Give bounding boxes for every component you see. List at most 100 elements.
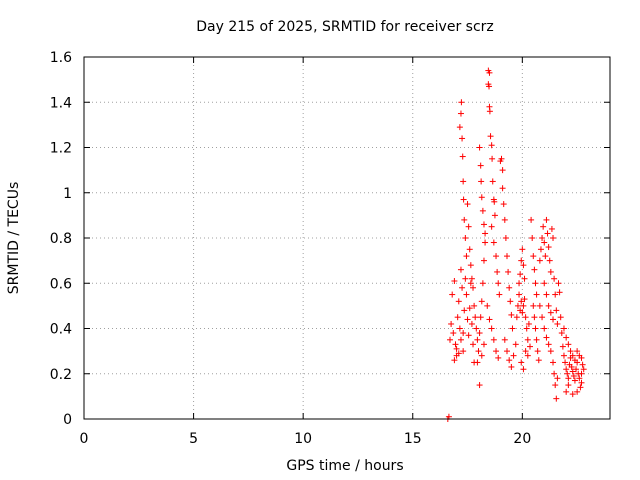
data-point bbox=[542, 253, 549, 260]
data-point bbox=[548, 225, 555, 232]
data-point bbox=[527, 343, 534, 350]
data-point bbox=[466, 246, 473, 253]
data-point bbox=[536, 302, 543, 309]
data-point bbox=[564, 370, 571, 377]
data-point bbox=[456, 124, 463, 131]
data-point bbox=[478, 352, 485, 359]
data-point bbox=[545, 244, 552, 251]
data-point bbox=[506, 357, 513, 364]
data-point bbox=[455, 350, 462, 357]
data-point bbox=[495, 280, 502, 287]
data-point bbox=[452, 341, 459, 348]
data-point bbox=[463, 253, 470, 260]
data-point bbox=[482, 239, 489, 246]
data-point bbox=[456, 325, 463, 332]
data-point bbox=[503, 348, 510, 355]
y-tick-label: 0.4 bbox=[50, 322, 72, 338]
x-tick-label: 5 bbox=[189, 431, 198, 447]
data-point bbox=[544, 230, 551, 237]
data-point bbox=[550, 316, 557, 323]
data-point bbox=[563, 334, 570, 341]
data-point bbox=[467, 280, 474, 287]
data-point bbox=[539, 314, 546, 321]
data-point bbox=[541, 280, 548, 287]
data-point bbox=[478, 178, 485, 185]
data-point bbox=[529, 235, 536, 241]
data-point bbox=[489, 155, 496, 162]
x-tick-label: 10 bbox=[294, 431, 312, 447]
data-point bbox=[524, 336, 531, 343]
data-point bbox=[507, 298, 514, 305]
data-point bbox=[466, 305, 473, 312]
data-point bbox=[472, 314, 479, 321]
data-point bbox=[460, 196, 467, 203]
data-point bbox=[552, 382, 559, 389]
data-point bbox=[465, 223, 472, 230]
data-point bbox=[451, 357, 458, 364]
data-point bbox=[551, 370, 558, 377]
data-point bbox=[508, 363, 515, 370]
data-point bbox=[491, 212, 498, 219]
data-point bbox=[477, 162, 484, 169]
data-point bbox=[558, 330, 565, 337]
data-point bbox=[480, 221, 487, 228]
data-point bbox=[484, 302, 491, 309]
data-point bbox=[535, 357, 542, 364]
data-point bbox=[553, 307, 560, 314]
data-point bbox=[519, 309, 526, 316]
x-axis-label: GPS time / hours bbox=[286, 458, 403, 474]
data-point bbox=[557, 314, 564, 321]
data-point bbox=[455, 298, 462, 305]
data-point bbox=[467, 262, 474, 269]
data-point bbox=[461, 216, 468, 223]
data-point bbox=[530, 253, 537, 260]
data-point bbox=[464, 201, 471, 208]
data-point bbox=[509, 325, 516, 332]
data-point bbox=[569, 352, 576, 359]
data-point bbox=[513, 314, 520, 321]
data-point bbox=[459, 135, 466, 142]
data-point bbox=[502, 235, 509, 241]
data-point bbox=[547, 268, 554, 275]
data-point bbox=[468, 320, 475, 327]
data-point bbox=[476, 144, 483, 151]
data-point bbox=[518, 257, 525, 264]
data-point bbox=[489, 178, 496, 185]
data-point bbox=[554, 375, 561, 382]
y-axis-ticks: 0 0.2 0.4 0.6 0.8 1 1.2 1.4 1.6 bbox=[50, 50, 610, 428]
y-tick-label: 0 bbox=[63, 412, 72, 428]
data-point bbox=[457, 336, 464, 343]
data-point bbox=[577, 384, 584, 391]
data-point bbox=[505, 268, 512, 275]
data-point bbox=[543, 291, 550, 298]
data-point bbox=[457, 110, 464, 117]
data-point bbox=[522, 314, 529, 321]
data-point bbox=[457, 266, 464, 273]
data-point bbox=[460, 178, 467, 185]
data-point bbox=[565, 382, 572, 389]
data-point bbox=[471, 302, 478, 309]
x-axis-ticks: 0 5 10 15 20 bbox=[80, 57, 531, 447]
data-point bbox=[500, 201, 507, 208]
data-point bbox=[534, 348, 541, 355]
data-point bbox=[451, 277, 458, 284]
data-point bbox=[540, 223, 547, 230]
data-point bbox=[528, 216, 535, 223]
data-point bbox=[574, 348, 581, 355]
data-point bbox=[478, 298, 485, 305]
data-point bbox=[486, 316, 493, 323]
data-point bbox=[521, 296, 528, 303]
data-point bbox=[523, 325, 530, 332]
data-point bbox=[546, 257, 553, 264]
data-point bbox=[537, 246, 544, 253]
data-point bbox=[516, 280, 523, 287]
data-point bbox=[536, 257, 543, 264]
data-point bbox=[569, 391, 576, 398]
data-point bbox=[541, 325, 548, 332]
data-point bbox=[462, 235, 469, 241]
data-point bbox=[459, 284, 466, 291]
data-point bbox=[493, 253, 500, 260]
data-point bbox=[458, 99, 465, 106]
data-point bbox=[520, 262, 527, 269]
